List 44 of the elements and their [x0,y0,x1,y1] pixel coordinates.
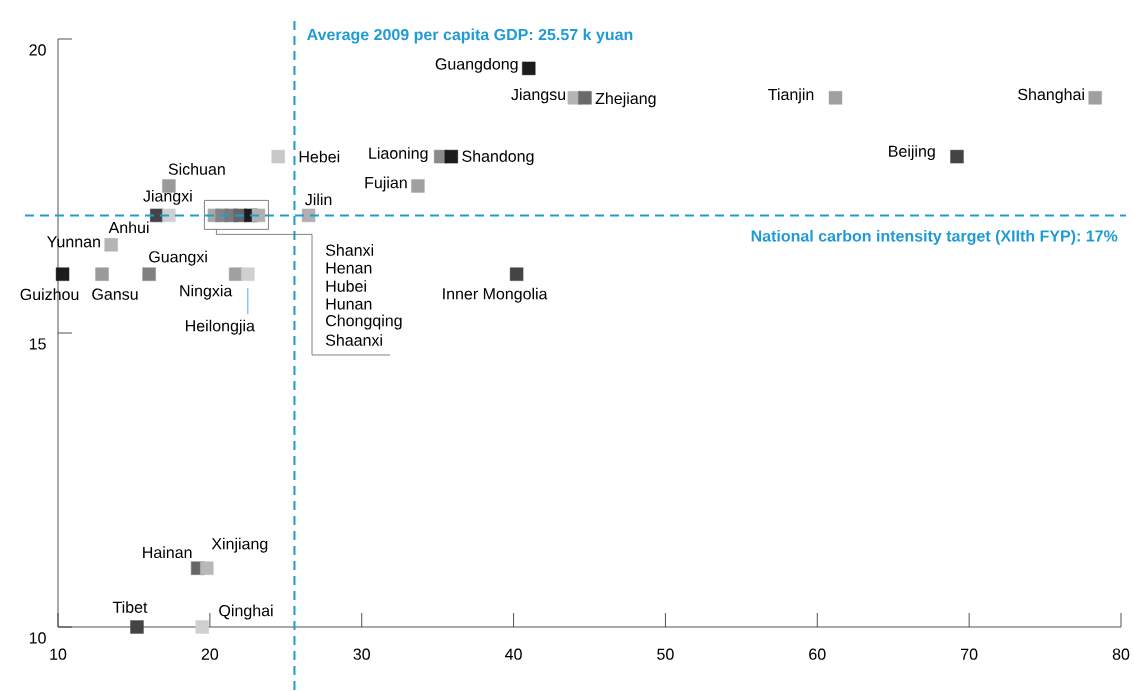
annotation: Jilin [305,193,332,206]
x-tick-label: 40 [505,648,522,660]
annotation: Shandong [462,150,534,166]
y-tick-label: 15 [29,338,46,350]
x-tick-label: 10 [50,648,67,660]
annotation: Guizhou [20,288,79,301]
annotation: Jiangsu [511,88,566,104]
annotation: Chongqing [326,314,402,330]
annotation: Fujian [365,176,407,192]
x-tick-label: 50 [657,648,674,660]
x-tick-label: 20 [201,648,219,660]
annotation: Anhui [108,221,149,234]
annotation: Guangdong [435,57,518,73]
annotation: Jiangxi [143,189,192,205]
annotation: Shanghai [1018,88,1084,104]
y-tick-label: 10 [29,632,46,644]
annotation: Beijing [889,145,935,161]
annotation: Hainan [143,546,192,559]
ref-line-label: National carbon intensity target (XIIth FYP): 17% [751,229,1118,245]
x-tick-label: 80 [1112,648,1130,660]
annotation: Tibet [112,601,148,613]
annotation: Liaoning [369,147,428,163]
y-tick-label: 20 [29,44,46,56]
annotation: Qinghai [219,604,273,620]
annotation: Ningxia [180,284,233,300]
x-tick-label: 30 [353,648,370,660]
annotation: Sichuan [168,163,225,175]
annotation: Yunnan [47,236,100,248]
annotation: Heilongjia [186,319,255,335]
annotation: Gansu [92,288,138,300]
annotation: Hunan [326,298,372,310]
annotation: Tianjin [768,88,814,104]
x-tick-label: 60 [809,648,826,660]
annotation: Xinjiang [211,537,268,553]
annotation: Hebei [299,150,340,163]
annotation: Guangxi [149,250,207,266]
annotation: Zhejiang [595,92,656,108]
annotation: Inner Mongolia [443,287,548,303]
annotation: Shanxi [325,244,374,256]
x-tick-label: 70 [961,648,978,660]
ref-line-label: Average 2009 per capita GDP: 25.57 k yuan [307,28,633,44]
annotation: Henan [326,262,372,274]
annotation: Shaanxi [325,334,382,346]
annotation: Hubei [326,280,366,292]
